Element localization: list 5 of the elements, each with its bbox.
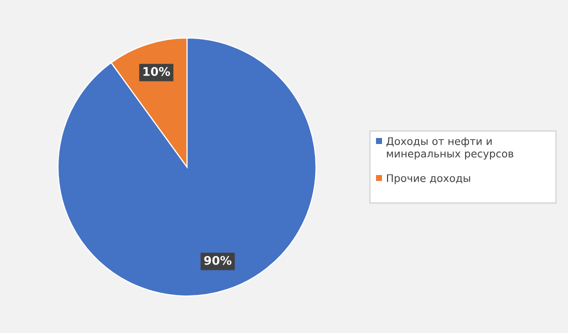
pie-slice <box>57 37 317 297</box>
data-label: 90% <box>204 256 232 265</box>
legend-label: Прочие доходы <box>387 174 470 184</box>
legend-label: Доходы от нефти и минеральных ресурсов <box>386 137 514 160</box>
data-label: 10% <box>144 67 170 76</box>
